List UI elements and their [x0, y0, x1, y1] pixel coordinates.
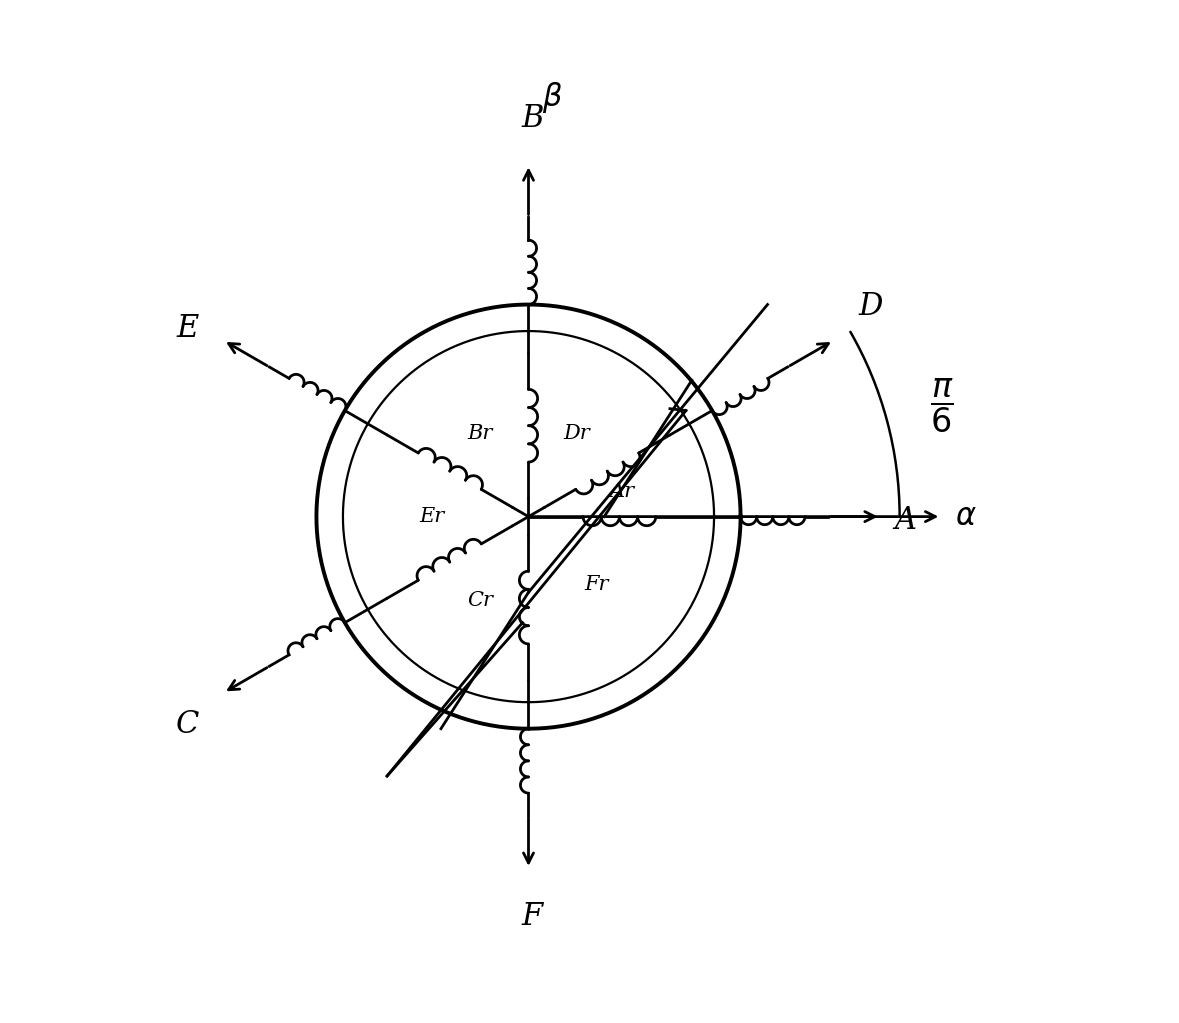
- Text: Ar: Ar: [610, 482, 634, 501]
- Text: Cr: Cr: [467, 590, 493, 610]
- Text: D: D: [858, 292, 883, 322]
- Text: $\alpha$: $\alpha$: [955, 501, 976, 532]
- Text: F: F: [522, 900, 542, 932]
- Text: C: C: [176, 709, 199, 740]
- Text: Dr: Dr: [564, 424, 591, 443]
- Text: A: A: [894, 505, 916, 536]
- Text: E: E: [177, 313, 199, 344]
- Text: $\beta$: $\beta$: [542, 80, 562, 116]
- Text: Fr: Fr: [585, 575, 610, 594]
- Text: Br: Br: [468, 424, 493, 443]
- Text: $\dfrac{\pi}{6}$: $\dfrac{\pi}{6}$: [930, 376, 954, 435]
- Text: B: B: [521, 103, 544, 134]
- Text: Er: Er: [420, 507, 444, 526]
